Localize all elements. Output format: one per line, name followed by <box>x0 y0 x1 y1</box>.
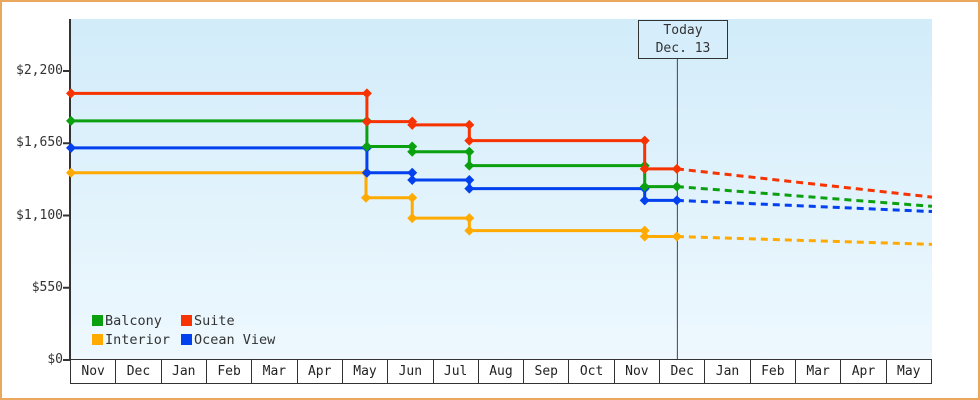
legend: Balcony Suite Interior Ocean View <box>92 311 275 349</box>
series-marker-balcony <box>66 115 76 126</box>
legend-label: Suite <box>194 312 235 329</box>
projection-line-balcony <box>676 185 933 208</box>
series-line-balcony <box>71 119 677 189</box>
x-axis-month-label: Jan <box>705 360 751 383</box>
legend-item-suite: Suite <box>181 311 275 330</box>
series-marker-suite <box>671 163 682 174</box>
x-axis-month-label: Feb <box>207 360 253 383</box>
x-axis-month-label: Mar <box>252 360 298 383</box>
y-axis-tick <box>63 214 69 217</box>
legend-item-interior: Interior <box>92 330 181 349</box>
x-axis-month-label: Apr <box>298 360 343 383</box>
projection-line-suite <box>676 167 933 199</box>
legend-label: Balcony <box>105 312 162 329</box>
series-marker-balcony <box>464 160 475 171</box>
series-marker-suite <box>464 135 475 146</box>
series-marker-balcony <box>407 146 418 157</box>
series-marker-ocean-view <box>639 195 650 206</box>
series-marker-suite <box>361 116 372 127</box>
x-axis-month-label: Dec <box>116 360 162 383</box>
y-axis-tick <box>63 70 69 72</box>
series-marker-interior <box>464 225 475 236</box>
series-marker-suite <box>407 119 418 130</box>
y-tick-label: $0 <box>47 352 63 367</box>
series-marker-balcony <box>407 141 418 152</box>
x-axis-month-label: Jan <box>162 360 207 383</box>
y-tick-label: $1,100 <box>16 207 63 223</box>
series-marker-ocean-view <box>464 175 475 186</box>
series-marker-interior <box>66 167 76 178</box>
x-axis-month-label: Sep <box>524 360 570 383</box>
projection-line-ocean-view <box>676 198 933 214</box>
series-marker-ocean-view <box>361 167 372 178</box>
y-tick-label: $1,650 <box>16 135 63 151</box>
series-marker-suite <box>361 88 372 99</box>
x-axis-month-label: May <box>343 360 389 383</box>
series-marker-balcony <box>361 141 372 152</box>
y-axis-line <box>69 19 71 360</box>
series-marker-interior <box>407 192 418 203</box>
legend-swatch <box>92 315 103 326</box>
x-axis-month-label: Jul <box>434 360 479 383</box>
projection-line-interior <box>676 235 933 246</box>
x-axis-month-label: Nov <box>615 360 661 383</box>
y-tick-label: $550 <box>31 279 63 295</box>
x-axis-month-label: Mar <box>796 360 842 383</box>
series-marker-balcony <box>639 181 650 192</box>
series-marker-interior <box>464 213 475 224</box>
series-marker-ocean-view <box>464 183 475 194</box>
x-axis-month-label: Nov <box>71 360 117 383</box>
series-marker-balcony <box>464 146 475 157</box>
x-axis-month-label: Jun <box>388 360 434 383</box>
today-label: Today <box>663 23 703 38</box>
series-marker-interior <box>639 231 650 242</box>
series-marker-suite <box>639 135 650 146</box>
y-axis-tick <box>63 286 69 289</box>
series-marker-interior <box>407 213 418 224</box>
legend-swatch <box>181 315 192 326</box>
legend-label: Ocean View <box>194 331 276 348</box>
series-marker-ocean-view <box>66 142 76 153</box>
series-line-ocean-view <box>71 146 677 202</box>
series-marker-ocean-view <box>671 195 682 206</box>
x-axis-month-label: Apr <box>841 360 887 383</box>
legend-swatch <box>181 334 192 345</box>
today-date: Dec. 13 <box>655 41 711 56</box>
today-box: Today Dec. 13 <box>638 20 728 59</box>
legend-swatch <box>92 334 103 345</box>
series-line-suite <box>71 91 677 171</box>
series-marker-interior <box>639 225 650 236</box>
series-marker-suite <box>464 119 475 130</box>
series-marker-balcony <box>671 181 682 192</box>
series-marker-suite <box>639 163 650 174</box>
series-marker-ocean-view <box>407 167 418 178</box>
x-axis-month-label: Dec <box>660 360 706 383</box>
legend-item-balcony: Balcony <box>92 311 181 330</box>
x-axis-month-label: Feb <box>751 360 796 383</box>
y-tick-label: $2,200 <box>16 63 63 78</box>
x-axis-month-row: Nov Dec Jan Feb Mar Apr May Jun Jul Aug Sep Oct Nov D… <box>70 360 932 384</box>
y-axis-tick <box>63 142 69 145</box>
series-marker-ocean-view <box>407 175 418 186</box>
legend-label: Interior <box>105 331 171 348</box>
y-axis-tick <box>63 359 69 361</box>
x-axis-month-label: Aug <box>479 360 525 383</box>
x-axis-month-label: May <box>887 360 932 383</box>
series-marker-interior <box>671 231 682 242</box>
series-line-interior <box>71 171 677 239</box>
legend-item-ocean-view: Ocean View <box>181 330 275 349</box>
series-marker-interior <box>361 192 372 203</box>
series-marker-suite <box>66 88 76 99</box>
x-axis-month-label: Oct <box>569 360 615 383</box>
